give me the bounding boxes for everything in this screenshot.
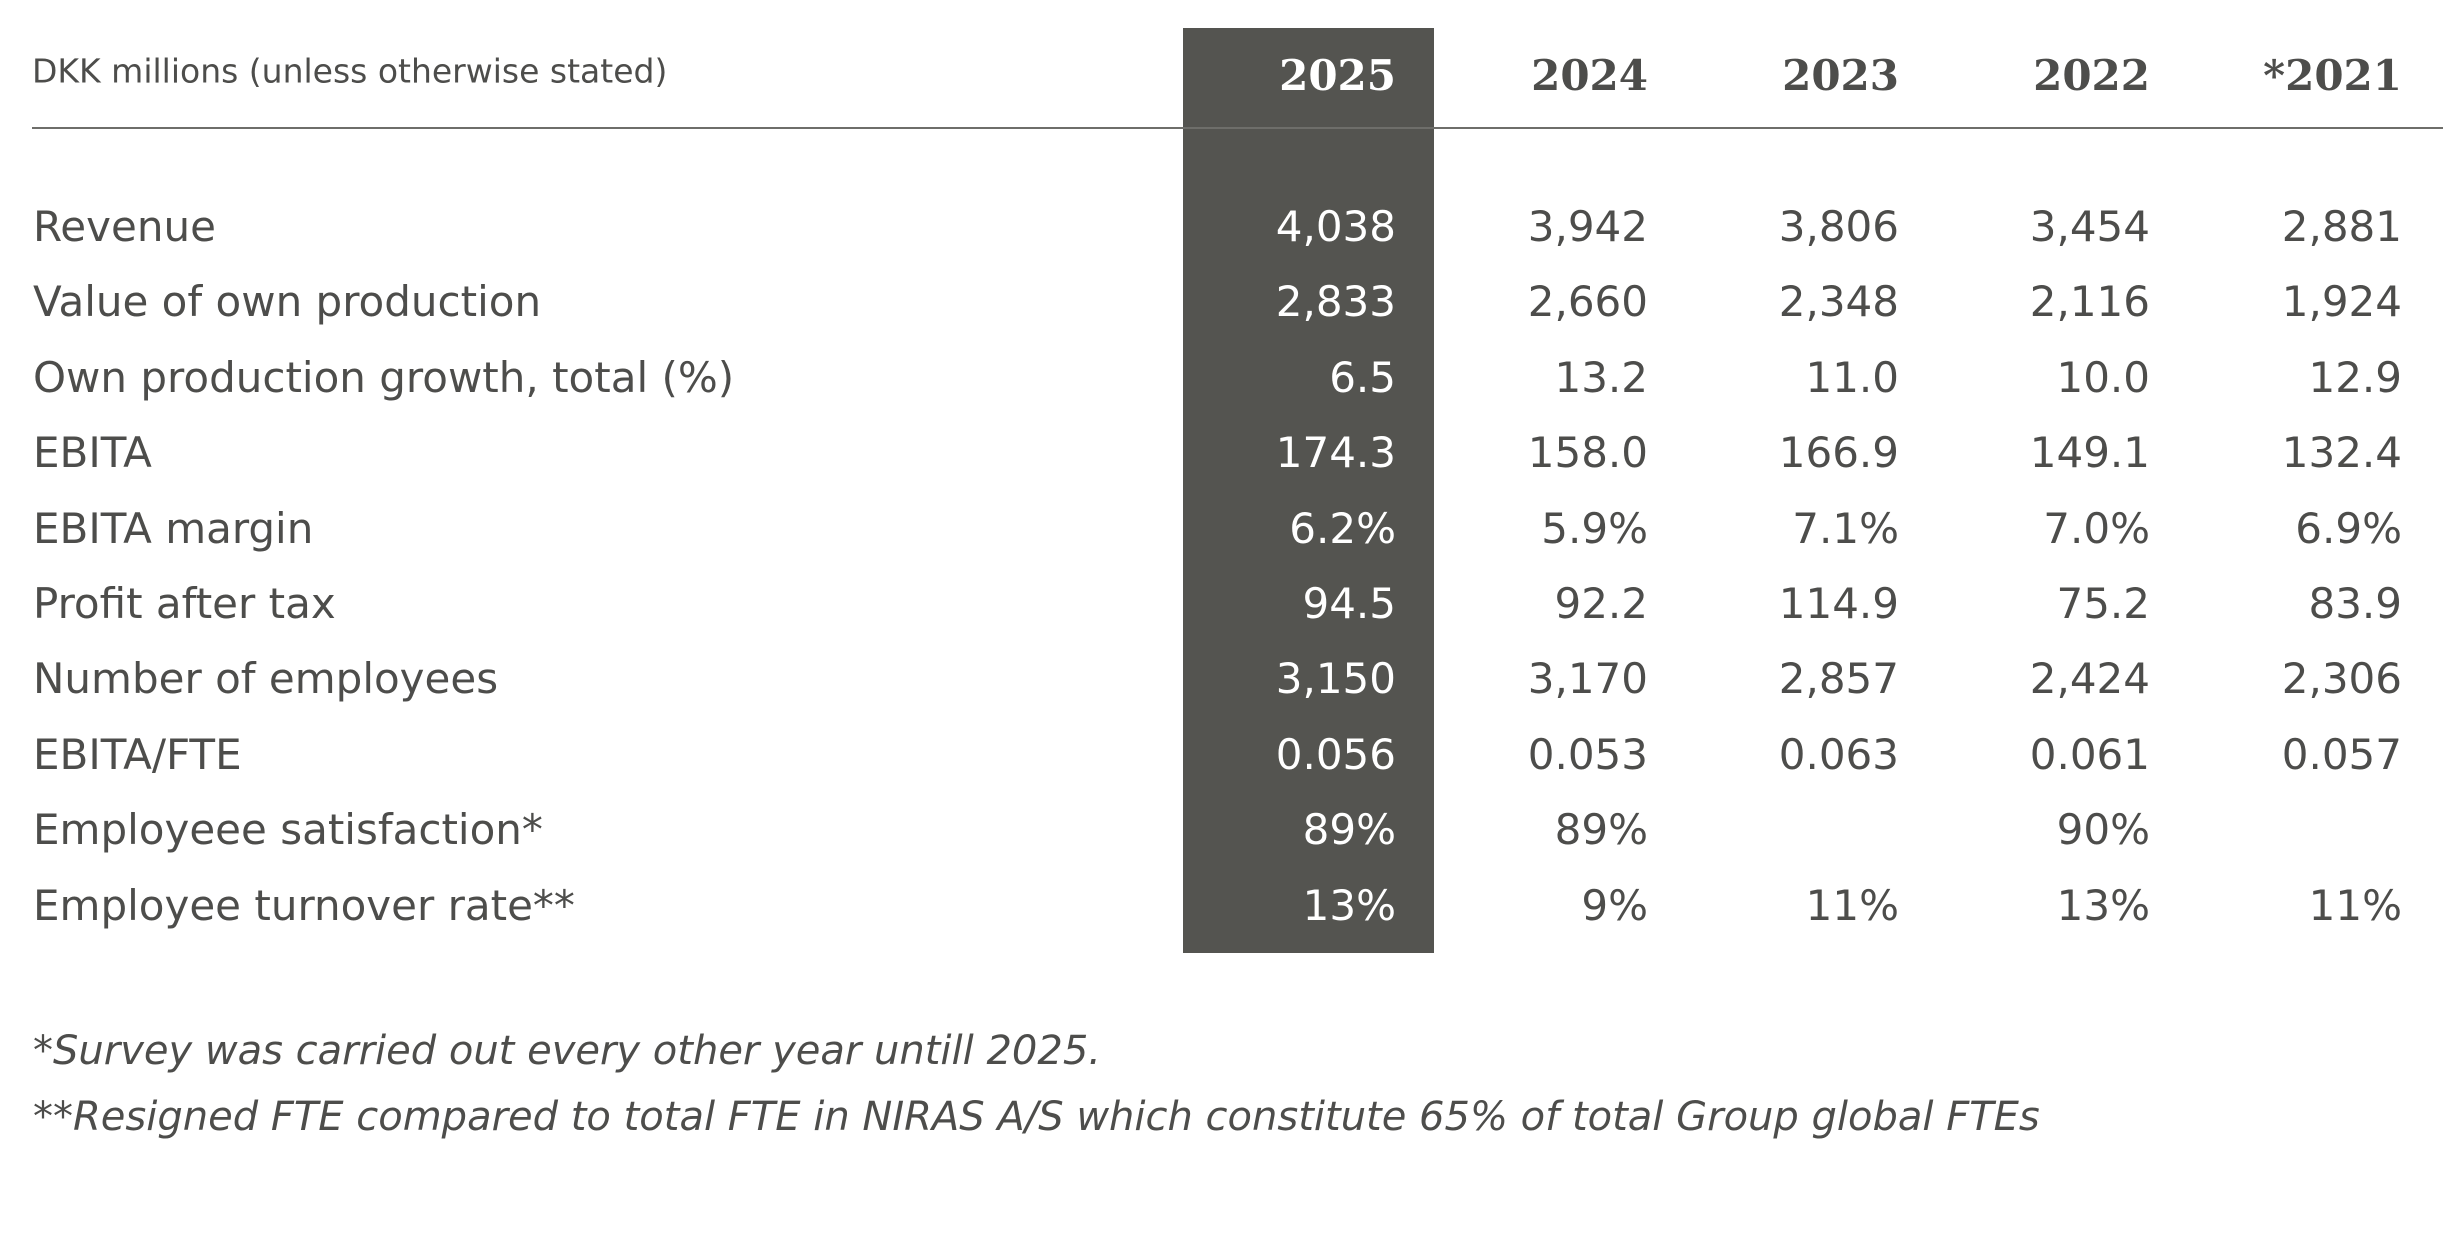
footnote: **Resigned FTE compared to total FTE in … bbox=[33, 1094, 2040, 1140]
cell-value: 5.9% bbox=[1541, 503, 1648, 553]
cell-value: 3,454 bbox=[2029, 202, 2150, 251]
cell-value: 94.5 bbox=[1302, 579, 1396, 628]
cell-value: 83.9 bbox=[2308, 579, 2402, 628]
row-label: Employeee satisfaction* bbox=[33, 805, 543, 855]
highlight-column bbox=[1183, 28, 1434, 953]
cell-value: 11.0 bbox=[1805, 352, 1899, 402]
cell-value: 2,116 bbox=[2029, 277, 2150, 327]
row-label: EBITA bbox=[33, 428, 152, 478]
cell-value: 2,348 bbox=[1778, 277, 1899, 327]
cell-value: 4,038 bbox=[1275, 202, 1396, 251]
row-label: EBITA margin bbox=[33, 503, 314, 553]
cell-value: 0.063 bbox=[1778, 729, 1899, 779]
cell-value: 2,660 bbox=[1527, 277, 1648, 327]
cell-value: 3,806 bbox=[1778, 202, 1899, 251]
row-label: Revenue bbox=[33, 202, 216, 251]
cell-value: 2,306 bbox=[2281, 654, 2402, 704]
cell-value: 3,170 bbox=[1527, 654, 1648, 704]
cell-value: 6.9% bbox=[2295, 503, 2402, 553]
header-rule bbox=[32, 127, 2443, 129]
cell-value: 89% bbox=[1302, 805, 1396, 855]
row-label: Profit after tax bbox=[33, 579, 336, 628]
cell-value: 166.9 bbox=[1778, 428, 1899, 478]
cell-value: 7.0% bbox=[2043, 503, 2150, 553]
cell-value: 174.3 bbox=[1275, 428, 1396, 478]
row-label: EBITA/FTE bbox=[33, 729, 242, 779]
cell-value: 7.1% bbox=[1792, 503, 1899, 553]
cell-value: 10.0 bbox=[2056, 352, 2150, 402]
cell-value: 2,424 bbox=[2029, 654, 2150, 704]
cell-value: 3,942 bbox=[1527, 202, 1648, 251]
cell-value: 89% bbox=[1554, 805, 1648, 855]
cell-value: 9% bbox=[1581, 880, 1648, 930]
cell-value: 11% bbox=[1805, 880, 1899, 930]
cell-value: 2,857 bbox=[1778, 654, 1899, 704]
header-label: DKK millions (unless otherwise stated) bbox=[32, 51, 668, 91]
cell-value: 132.4 bbox=[2281, 428, 2402, 478]
footnote: *Survey was carried out every other year… bbox=[33, 1028, 1101, 1074]
cell-value: 11% bbox=[2308, 880, 2402, 930]
column-header: 2022 bbox=[2033, 51, 2150, 100]
cell-value: 2,881 bbox=[2281, 202, 2402, 251]
row-label: Employee turnover rate** bbox=[33, 880, 575, 930]
cell-value: 2,833 bbox=[1275, 277, 1396, 327]
row-label: Own production growth, total (%) bbox=[33, 352, 735, 402]
cell-value: 13.2 bbox=[1554, 352, 1648, 402]
cell-value: 90% bbox=[2056, 805, 2150, 855]
cell-value: 6.2% bbox=[1289, 503, 1396, 553]
cell-value: 75.2 bbox=[2056, 579, 2150, 628]
cell-value: 0.053 bbox=[1527, 729, 1648, 779]
cell-value: 114.9 bbox=[1778, 579, 1899, 628]
cell-value: 149.1 bbox=[2029, 428, 2150, 478]
cell-value: 0.056 bbox=[1275, 729, 1396, 779]
cell-value: 158.0 bbox=[1527, 428, 1648, 478]
column-header: 2023 bbox=[1782, 51, 1899, 100]
row-label: Number of employees bbox=[33, 654, 499, 704]
cell-value: 3,150 bbox=[1275, 654, 1396, 704]
cell-value: 13% bbox=[2056, 880, 2150, 930]
cell-value: 12.9 bbox=[2308, 352, 2402, 402]
column-header: *2021 bbox=[2263, 51, 2402, 100]
cell-value: 6.5 bbox=[1329, 352, 1396, 402]
cell-value: 13% bbox=[1302, 880, 1396, 930]
row-label: Value of own production bbox=[33, 277, 542, 327]
cell-value: 0.061 bbox=[2029, 729, 2150, 779]
cell-value: 1,924 bbox=[2281, 277, 2402, 327]
column-header: 2024 bbox=[1531, 51, 1648, 100]
cell-value: 92.2 bbox=[1554, 579, 1648, 628]
cell-value: 0.057 bbox=[2281, 729, 2402, 779]
column-header: 2025 bbox=[1279, 51, 1396, 100]
